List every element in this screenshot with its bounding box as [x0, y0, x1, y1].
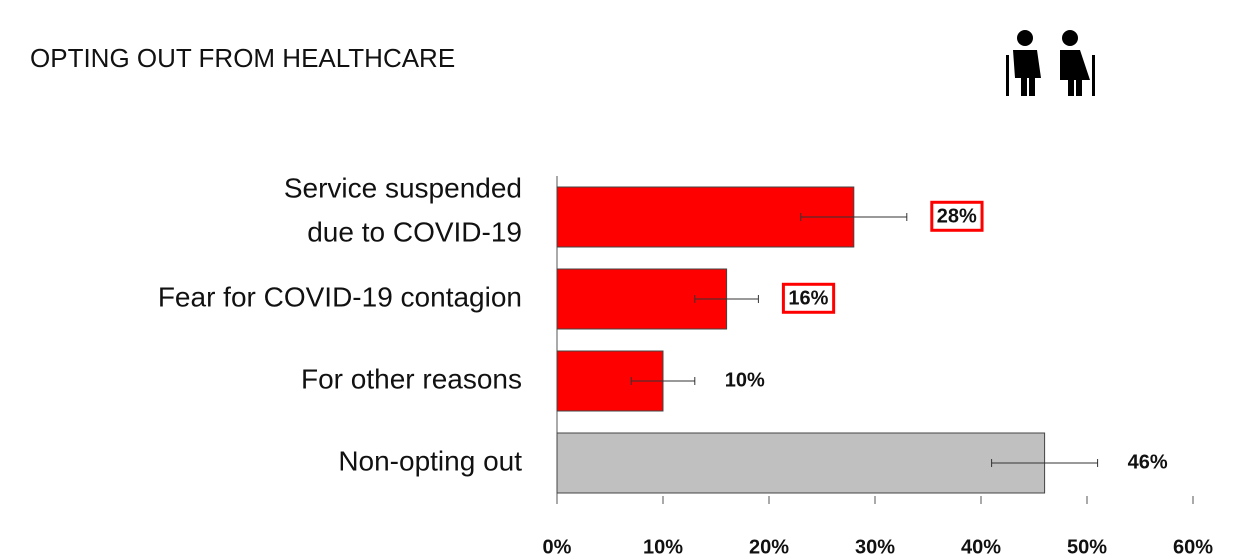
bar [556, 432, 1046, 494]
x-tick-label: 50% [1067, 536, 1107, 558]
value-label: 16% [788, 287, 828, 309]
x-tick-label: 10% [643, 536, 683, 558]
chart-title: OPTING OUT FROM HEALTHCARE [30, 43, 455, 73]
x-tick-label: 40% [961, 536, 1001, 558]
category-label: due to COVID-19 [307, 216, 522, 247]
label-box [930, 200, 984, 232]
x-tick-label: 0% [543, 536, 572, 558]
x-tick-label: 20% [749, 536, 789, 558]
value-label: 10% [725, 369, 765, 391]
category-label: Fear for COVID-19 contagion [158, 281, 522, 312]
elderly-icon [1006, 30, 1095, 96]
label-box [781, 282, 836, 314]
category-label: Non-opting out [338, 445, 522, 476]
x-tick-label: 60% [1173, 536, 1213, 558]
value-label: 46% [1128, 451, 1168, 473]
category-label: For other reasons [301, 363, 522, 394]
category-label: Service suspended [284, 172, 522, 203]
x-tick-label: 30% [855, 536, 895, 558]
value-label: 28% [937, 205, 977, 227]
